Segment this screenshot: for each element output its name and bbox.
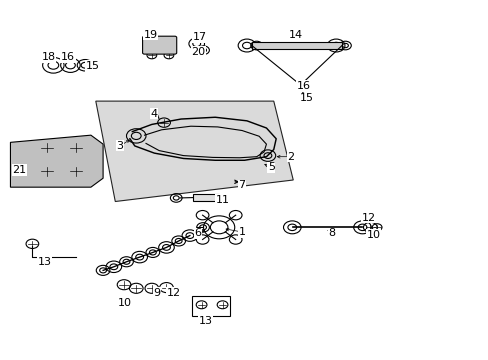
Text: 10: 10 [366,230,380,239]
Text: 13: 13 [198,316,212,325]
Text: 7: 7 [238,180,245,190]
Text: 5: 5 [267,162,274,172]
Bar [192,296,230,316]
Text: 9: 9 [153,288,160,298]
Text: 10: 10 [118,298,132,308]
Text: 17: 17 [192,32,206,42]
Bar [251,42,341,49]
Text: 16: 16 [61,52,75,62]
Text: 13: 13 [38,257,51,267]
Text: 15: 15 [85,61,99,71]
Text: 12: 12 [361,213,375,222]
Text: 8: 8 [328,228,335,238]
Text: 21: 21 [12,165,26,175]
Text: 4: 4 [150,109,158,119]
Text: 19: 19 [143,30,158,40]
Text: 16: 16 [296,81,310,91]
Text: 12: 12 [166,288,181,298]
Text: 14: 14 [288,30,302,40]
Polygon shape [10,135,103,187]
Text: 2: 2 [286,152,294,162]
Text: 18: 18 [41,52,56,62]
Text: 6: 6 [194,228,201,238]
Text: 11: 11 [215,195,229,205]
FancyBboxPatch shape [142,36,176,54]
Polygon shape [96,101,293,202]
Text: 15: 15 [299,93,313,103]
Bar [193,194,218,201]
Text: 20: 20 [191,46,205,57]
Text: 3: 3 [117,141,123,151]
Text: 1: 1 [238,227,245,237]
